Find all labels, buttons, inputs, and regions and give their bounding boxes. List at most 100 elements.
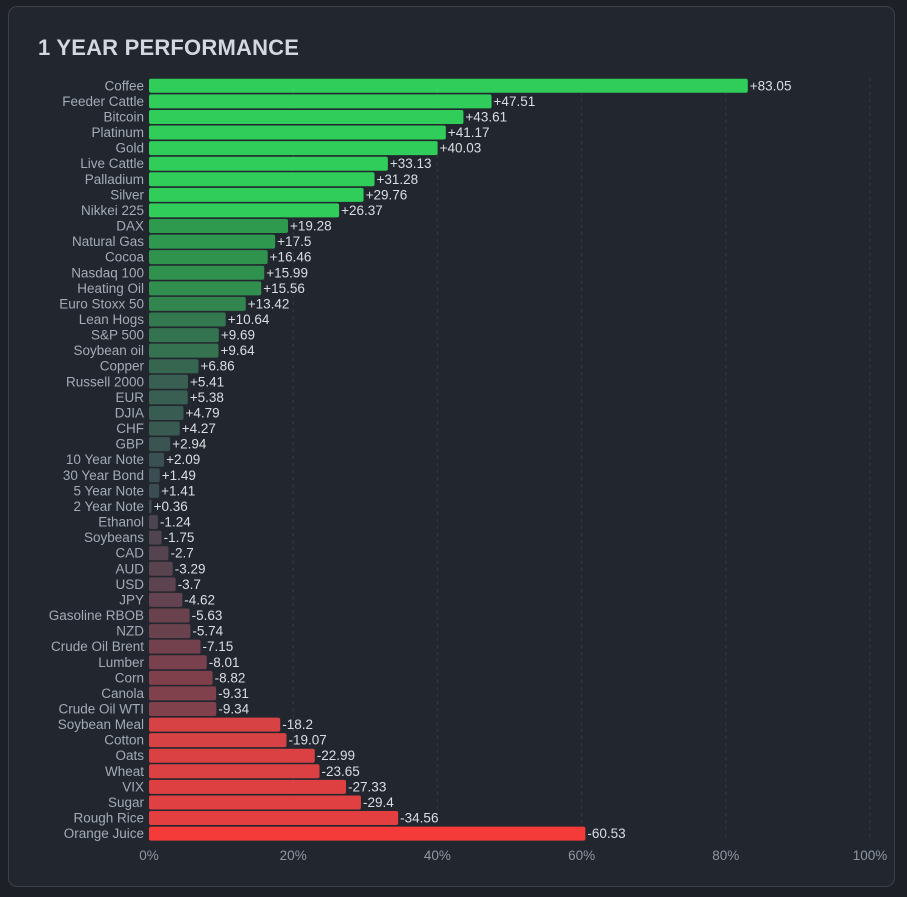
category-label: 30 Year Bond [63, 468, 144, 483]
bar [149, 561, 173, 576]
category-label: Ethanol [98, 515, 144, 530]
category-label: Copper [100, 359, 145, 374]
x-tick-label: 0% [139, 848, 159, 863]
bar [149, 374, 189, 389]
value-label: -4.62 [184, 592, 215, 607]
value-label: -3.7 [178, 577, 201, 592]
category-label: Nasdaq 100 [71, 265, 144, 280]
bar [149, 748, 315, 763]
category-label: Live Cattle [80, 156, 144, 171]
bar [149, 78, 748, 93]
value-label: -19.07 [288, 733, 326, 748]
category-label: S&P 500 [91, 328, 144, 343]
category-label: JPY [119, 592, 144, 607]
value-label: -8.82 [215, 670, 246, 685]
category-label: 10 Year Note [66, 452, 144, 467]
bar [149, 187, 364, 202]
x-tick-label: 60% [568, 848, 595, 863]
x-tick-label: 20% [280, 848, 307, 863]
bar [149, 826, 586, 841]
value-label: -27.33 [348, 779, 386, 794]
value-label: +33.13 [390, 156, 432, 171]
bar [149, 670, 213, 685]
category-label: CAD [115, 546, 144, 561]
category-label: Coffee [104, 78, 144, 93]
category-label: 2 Year Note [73, 499, 144, 514]
value-label: +1.41 [161, 483, 195, 498]
bar [149, 343, 219, 358]
bar [149, 312, 226, 327]
bar [149, 701, 217, 716]
category-label: Canola [101, 686, 144, 701]
bar [149, 717, 281, 732]
bar [149, 172, 375, 187]
category-label: Bitcoin [103, 109, 144, 124]
value-label: +6.86 [200, 359, 234, 374]
bar [149, 779, 347, 794]
bar [149, 733, 287, 748]
bar [149, 624, 191, 639]
value-label: +17.5 [277, 234, 311, 249]
bar [149, 265, 265, 280]
category-label: Lumber [98, 655, 144, 670]
value-label: -7.15 [203, 639, 234, 654]
value-label: +16.46 [270, 250, 312, 265]
value-label: +4.79 [186, 405, 220, 420]
category-label: Rough Rice [73, 811, 144, 826]
bar [149, 468, 160, 483]
category-label: Orange Juice [64, 826, 144, 841]
value-label: +40.03 [440, 141, 482, 156]
value-label: -23.65 [322, 764, 360, 779]
category-label: Cotton [104, 733, 144, 748]
category-label: Soybeans [84, 530, 144, 545]
value-label: +41.17 [448, 125, 490, 140]
value-label: -9.34 [218, 701, 249, 716]
category-label: Silver [110, 187, 144, 202]
category-label: Russell 2000 [66, 374, 144, 389]
value-label: +15.56 [263, 281, 305, 296]
category-label: AUD [115, 561, 144, 576]
value-label: -8.01 [209, 655, 240, 670]
x-tick-label: 80% [712, 848, 739, 863]
bar [149, 281, 262, 296]
bar [149, 608, 190, 623]
category-label: Platinum [91, 125, 144, 140]
value-label: -5.74 [192, 624, 223, 639]
value-label: -29.4 [363, 795, 394, 810]
category-label: NZD [116, 624, 144, 639]
bar [149, 686, 217, 701]
category-label: Soybean oil [73, 343, 144, 358]
value-label: +4.27 [182, 421, 216, 436]
category-label: Gold [115, 141, 144, 156]
category-label: 5 Year Note [73, 483, 144, 498]
x-tick-label: 40% [424, 848, 451, 863]
bar [149, 94, 492, 109]
value-label: +31.28 [377, 172, 419, 187]
category-label: Crude Oil WTI [58, 701, 144, 716]
bar [149, 437, 171, 452]
value-label: -3.29 [175, 561, 206, 576]
value-label: +29.76 [366, 187, 408, 202]
category-label: USD [115, 577, 144, 592]
value-label: +9.64 [221, 343, 256, 358]
value-label: +47.51 [494, 94, 536, 109]
value-label: +26.37 [341, 203, 383, 218]
bar [149, 250, 268, 265]
category-label: VIX [122, 779, 144, 794]
value-label: -2.7 [170, 546, 193, 561]
category-label: Euro Stoxx 50 [59, 296, 144, 311]
value-label: +1.49 [162, 468, 196, 483]
category-label: DJIA [115, 405, 144, 420]
bar [149, 328, 219, 343]
value-label: -9.31 [218, 686, 249, 701]
bar [149, 141, 438, 156]
bar [149, 639, 201, 654]
value-label: +0.36 [154, 499, 188, 514]
bar [149, 483, 160, 498]
value-label: -5.63 [192, 608, 223, 623]
category-label: Nikkei 225 [81, 203, 144, 218]
value-label: +43.61 [465, 109, 507, 124]
value-label: -18.2 [282, 717, 313, 732]
value-label: -1.24 [160, 515, 191, 530]
